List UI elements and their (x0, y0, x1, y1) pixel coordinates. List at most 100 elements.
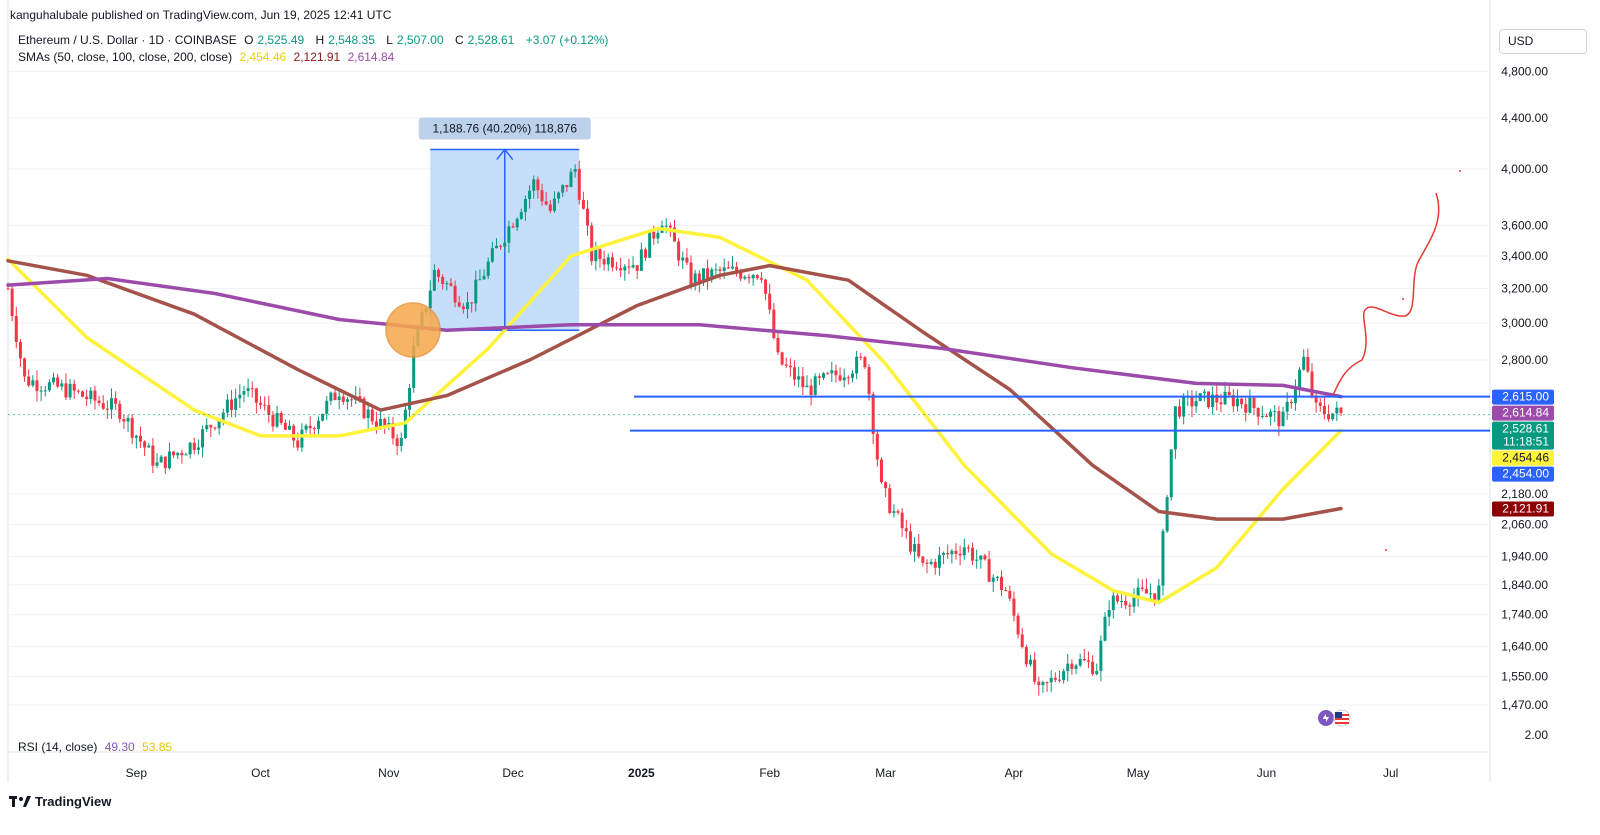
candle-body (813, 376, 817, 395)
candle-body (321, 413, 325, 421)
publisher-info: kanguhalubale published on TradingView.c… (10, 8, 392, 22)
candle-body (52, 377, 56, 383)
candle-body (428, 290, 432, 309)
candle-body (768, 293, 772, 310)
currency-button[interactable]: USD (1499, 29, 1587, 54)
candle-body (925, 562, 929, 564)
candle-body (1194, 401, 1198, 407)
candle-body (962, 547, 966, 556)
candle-body (627, 266, 631, 268)
candle-body (908, 531, 912, 552)
price-axis[interactable]: 4,800.00 4,400.00 4,000.00 3,600.00 3,400.00… (1501, 64, 1548, 742)
candle-body (801, 376, 805, 388)
candle-body (888, 488, 892, 513)
candle-body (519, 212, 523, 219)
price-label: 2,528.61 (1502, 422, 1549, 436)
candle-body (395, 438, 399, 446)
rsi-legend: RSI (14, close) 49.30 53.85 (18, 740, 176, 754)
rsi-value-1: 49.30 (104, 740, 135, 754)
candle-body (1252, 397, 1256, 408)
candle-body (846, 377, 850, 379)
candle-body (134, 435, 138, 438)
candle-body (1277, 411, 1281, 427)
candle-body (81, 391, 85, 397)
candle-body (122, 419, 126, 422)
sma-line-sma-100 (6, 259, 1343, 521)
candle-body (966, 547, 970, 549)
candle-body (159, 456, 163, 463)
countdown-label: 11:18:51 (1503, 435, 1549, 449)
x-tick-label: Sep (126, 766, 148, 780)
x-tick-label: Feb (759, 766, 780, 780)
rsi-tick-label: 2.00 (1525, 728, 1549, 742)
candle-body (1339, 407, 1343, 413)
candle-body (689, 262, 693, 287)
candle-body (1281, 411, 1285, 427)
candle-body (1045, 682, 1049, 684)
candle-body (602, 259, 606, 265)
candle-body (1004, 590, 1008, 592)
candle-body (503, 242, 507, 247)
time-axis[interactable]: Sep Oct Nov Dec 2025 Feb Mar Apr May Jun Jul (126, 766, 1399, 780)
candle-body (1099, 640, 1103, 671)
candle-body (586, 208, 590, 226)
tradingview-logo-icon (9, 795, 31, 807)
candle-body (1302, 356, 1306, 370)
candle-body (577, 169, 581, 200)
candle-body (1178, 406, 1182, 417)
candle-body (1149, 593, 1153, 595)
candle-body (809, 385, 813, 395)
candle-body (445, 283, 449, 285)
candle-body (1306, 356, 1310, 372)
candle-body (383, 418, 387, 427)
change-value: +3.07 (+0.12%) (525, 33, 609, 47)
candle-body (1153, 593, 1157, 600)
candle-body (1240, 398, 1244, 405)
candle-body (594, 249, 598, 262)
candle-body (1211, 394, 1215, 408)
candle-body (1169, 449, 1173, 498)
candle-body (652, 231, 656, 239)
candle-body (913, 543, 917, 552)
candle-body (474, 279, 478, 304)
candle-body (39, 390, 43, 392)
measure-label-bg (418, 117, 591, 140)
candle-body (1132, 597, 1136, 607)
price-label-bg (1492, 450, 1554, 466)
projection-drawing (1332, 192, 1440, 396)
candle-body (470, 302, 474, 304)
candle-body (942, 552, 946, 555)
candle-body (714, 269, 718, 271)
candle-body (370, 409, 374, 422)
event-flags-icon[interactable] (1316, 708, 1354, 728)
candle-body (631, 265, 635, 268)
candle-body (648, 231, 652, 258)
candle-body (27, 376, 31, 386)
candle-body (528, 190, 532, 199)
candle-body (1082, 658, 1086, 661)
candle-body (1318, 402, 1322, 406)
candle-body (1182, 396, 1186, 417)
candle-body (681, 257, 685, 261)
candle-body (35, 380, 39, 391)
candle-body (350, 399, 354, 401)
candle-body (855, 356, 859, 374)
candle-body (619, 268, 623, 271)
candle-body (93, 390, 97, 401)
horizontal-levels[interactable] (8, 395, 1490, 432)
candle-body (296, 440, 300, 448)
candle-body (610, 257, 614, 268)
price-label-bg (1492, 501, 1554, 517)
candle-body (859, 356, 863, 358)
candle-body (515, 218, 519, 228)
tradingview-logo[interactable]: TradingView (9, 794, 111, 809)
candle-body (672, 227, 676, 242)
x-tick-label: 2025 (628, 766, 655, 780)
candle-body (958, 553, 962, 556)
candle-body (565, 185, 569, 187)
candle-body (1144, 588, 1148, 594)
y-tick-label: 2,180.00 (1501, 487, 1548, 501)
candle-body (263, 404, 267, 406)
candle-body (437, 269, 441, 277)
